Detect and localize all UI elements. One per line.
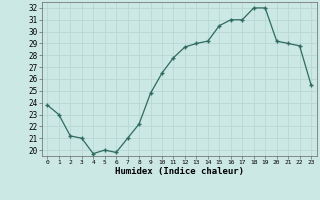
X-axis label: Humidex (Indice chaleur): Humidex (Indice chaleur) [115, 167, 244, 176]
